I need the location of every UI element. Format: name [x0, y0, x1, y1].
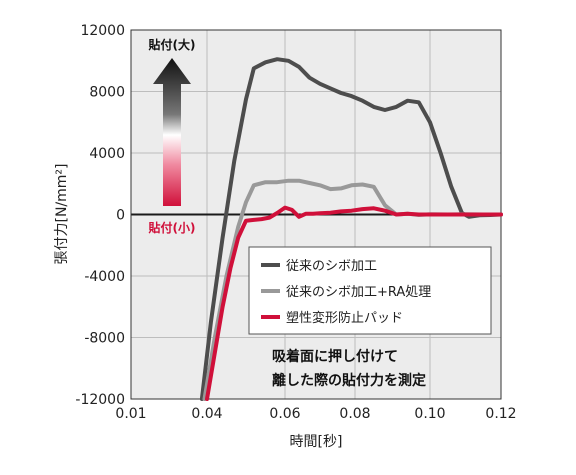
y-tick-label: -8000 — [84, 331, 125, 347]
legend-box — [248, 246, 492, 335]
y-tick-labels: 12000 8000 4000 0 -4000 -8000 -12000 — [75, 23, 125, 408]
y-tick-label: -4000 — [84, 269, 125, 285]
legend: 従来のシボ加工 従来のシボ加工+RA処理 塑性変形防止パッド — [248, 246, 492, 335]
arrow-bottom-label: 貼付(小) — [149, 220, 196, 235]
series-line-1 — [199, 57, 503, 401]
series-line-3 — [205, 205, 503, 401]
y-axis-label: 張付力[N/mm²] — [54, 163, 70, 264]
measurement-note-line-1: 吸着面に押し付けて — [272, 348, 398, 365]
y-tick-label: 8000 — [89, 85, 125, 101]
x-tick-label: 0.10 — [414, 406, 445, 422]
series-lines — [199, 57, 503, 401]
x-tick-label: 0.08 — [339, 406, 370, 422]
y-tick-label: 12000 — [80, 23, 125, 39]
x-tick-label: 0.06 — [269, 406, 300, 422]
measurement-note: 吸着面に押し付けて 離した際の貼付力を測定 — [272, 348, 426, 389]
measurement-note-line-2: 離した際の貼付力を測定 — [272, 372, 426, 389]
x-axis-label: 時間[秒] — [290, 434, 343, 450]
y-tick-label: 0 — [116, 208, 125, 224]
force-arrow-shape — [153, 58, 191, 206]
y-tick-label: -12000 — [75, 392, 125, 408]
x-tick-label: 0.04 — [191, 406, 222, 422]
x-tick-label: 0.01 — [115, 406, 146, 422]
legend-label-2: 従来のシボ加工+RA処理 — [286, 285, 431, 300]
force-arrow: 貼付(大) 貼付(小) — [149, 37, 196, 235]
x-tick-label: 0.12 — [485, 406, 516, 422]
legend-label-1: 従来のシボ加工 — [286, 259, 377, 274]
x-tick-labels: 0.01 0.04 0.06 0.08 0.10 0.12 — [115, 406, 516, 422]
legend-label-3: 塑性変形防止パッド — [286, 310, 403, 326]
y-tick-label: 4000 — [89, 146, 125, 162]
arrow-top-label: 貼付(大) — [149, 37, 196, 52]
